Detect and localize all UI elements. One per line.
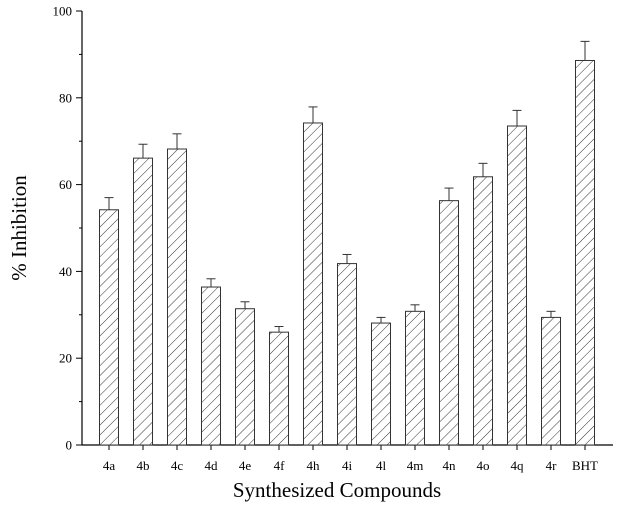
bar	[473, 176, 493, 446]
y-tick-label: 100	[53, 4, 73, 19]
x-tick-label: 4n	[443, 458, 457, 473]
bar	[99, 209, 119, 446]
x-axis-title: Synthesized Compounds	[233, 478, 441, 502]
bar	[371, 322, 391, 446]
x-tick-label: 4r	[546, 458, 558, 473]
x-tick-label: 4f	[274, 458, 286, 473]
bar	[201, 286, 221, 446]
x-tick-label: 4b	[137, 458, 150, 473]
x-tick-label: 4h	[307, 458, 321, 473]
bar	[575, 59, 595, 446]
y-tick-label: 60	[59, 177, 72, 192]
plot-area: 0 20 40 60 80 100 4a 4b 4c 4d 4e 4f 4h 4i 4l 4m 4n 4o 4q 4r…	[53, 4, 613, 473]
bar	[133, 157, 153, 446]
x-tick-label: 4o	[477, 458, 490, 473]
y-tick-label: 20	[59, 351, 72, 366]
x-tick-label: 4l	[376, 458, 387, 473]
y-axis-title: % Inhibition	[7, 175, 31, 281]
y-tick-label: 80	[59, 90, 72, 105]
bar	[235, 308, 255, 446]
x-tick-label: 4c	[171, 458, 184, 473]
x-tick-label: 4q	[511, 458, 525, 473]
bar	[405, 310, 425, 446]
bar	[303, 122, 323, 446]
x-tick-label: 4a	[103, 458, 116, 473]
bar	[439, 200, 459, 446]
y-tick-label: 0	[66, 438, 73, 453]
x-tick-label: 4i	[342, 458, 353, 473]
x-tick-label: 4d	[205, 458, 219, 473]
x-tick-label: BHT	[572, 458, 598, 473]
bar	[269, 331, 289, 446]
x-tick-label: 4m	[407, 458, 424, 473]
x-tick-label: 4e	[239, 458, 252, 473]
bar	[541, 316, 561, 446]
bar	[167, 148, 187, 446]
bar	[507, 125, 527, 446]
y-tick-label: 40	[59, 264, 72, 279]
bar	[337, 263, 357, 446]
